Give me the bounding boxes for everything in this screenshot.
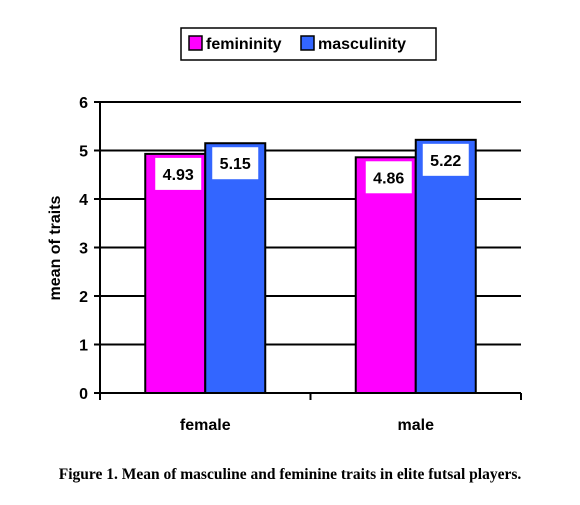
y-tick-label-0: 0 — [79, 386, 88, 403]
y-tick-label-5: 5 — [79, 144, 88, 161]
data-label-male-femininity: 4.86 — [373, 170, 404, 187]
data-label-box-female-femininity — [155, 157, 202, 190]
data-label-box-female-masculinity — [212, 147, 259, 180]
legend: femininity masculinity — [180, 27, 437, 61]
y-tick-label-1: 1 — [79, 338, 88, 355]
legend-label-masculinity: masculinity — [318, 36, 406, 53]
bar-female-masculinity — [204, 142, 267, 394]
bar-chart: femininity masculinity mean of traits 0 1 2… — [47, 27, 522, 434]
tick-labels: 0 1 2 3 4 5 6 female male — [79, 95, 434, 434]
x-tick-label-male: male — [398, 417, 435, 434]
legend-label-femininity: femininity — [206, 36, 282, 53]
figure-caption: Figure 1. Mean of masculine and feminine… — [58, 466, 522, 483]
data-labels: 4.93 5.15 4.86 5.22 — [155, 143, 469, 194]
bar-male-femininity — [354, 156, 417, 394]
y-tick-label-3: 3 — [79, 241, 88, 258]
legend-swatch-femininity — [188, 35, 203, 51]
y-axis-label: mean of traits — [47, 195, 64, 300]
bar-male-masculinity — [414, 138, 477, 394]
axes — [94, 101, 522, 400]
data-label-box-male-masculinity — [422, 143, 469, 176]
y-tick-label-2: 2 — [79, 289, 88, 306]
y-tick-label-6: 6 — [79, 95, 88, 112]
data-label-box-male-femininity — [365, 161, 412, 194]
bars — [144, 138, 477, 394]
data-label-female-masculinity: 5.15 — [220, 156, 251, 173]
x-tick-label-female: female — [180, 417, 231, 434]
y-axis-label-group: mean of traits — [47, 195, 64, 300]
data-label-female-femininity: 4.93 — [163, 167, 194, 184]
data-label-male-masculinity: 5.22 — [430, 153, 461, 170]
legend-swatch-masculinity — [300, 35, 315, 51]
y-tick-label-4: 4 — [79, 192, 88, 209]
